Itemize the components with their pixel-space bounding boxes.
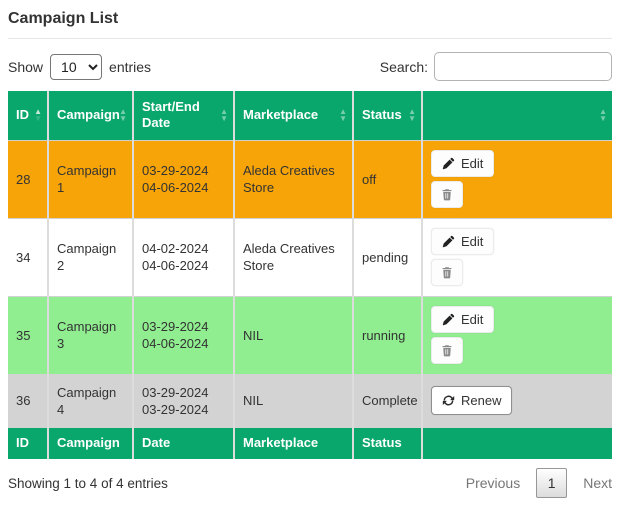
cell-status: off xyxy=(353,140,423,219)
cell-marketplace: Aleda Creatives Store xyxy=(234,140,354,219)
cell-dates: 03-29-2024 04-06-2024 xyxy=(133,296,235,375)
trash-icon xyxy=(442,189,452,201)
cell-actions: Edit xyxy=(422,140,612,219)
sort-both-icon: ▲ ▼ xyxy=(220,107,228,124)
column-header-marketplace[interactable]: Marketplace ▲ ▼ xyxy=(234,91,354,141)
trash-icon xyxy=(442,345,452,357)
campaign-table: ID ▲ ▼ Campaign ▲ ▼ Start/End Date ▲ ▼ Mark… xyxy=(8,91,612,459)
cell-campaign: Campaign 2 xyxy=(48,218,134,297)
sort-both-icon: ▲ ▼ xyxy=(408,107,416,124)
footer-column-date: Date xyxy=(133,427,235,459)
refresh-icon xyxy=(442,395,455,406)
table-row: 28 Campaign 1 03-29-2024 04-06-2024 Aled… xyxy=(8,140,612,219)
cell-marketplace: NIL xyxy=(234,296,354,375)
trash-icon xyxy=(442,267,452,279)
footer-column-marketplace: Marketplace xyxy=(234,427,354,459)
start-date: 03-29-2024 xyxy=(142,384,209,400)
cell-id: 28 xyxy=(8,140,49,219)
footer-column-actions xyxy=(422,427,612,459)
title-divider xyxy=(8,38,612,39)
sort-both-icon: ▲ ▼ xyxy=(599,107,607,124)
page-length-select[interactable]: 10 xyxy=(50,53,103,80)
table-footer-header: ID Campaign Date Marketplace Status xyxy=(8,427,612,459)
cell-marketplace: NIL xyxy=(234,374,354,428)
pencil-icon xyxy=(442,313,455,326)
cell-id: 36 xyxy=(8,374,49,428)
table-row: 35 Campaign 3 03-29-2024 04-06-2024 NIL … xyxy=(8,296,612,375)
entries-info: Showing 1 to 4 of 4 entries xyxy=(8,475,168,491)
edit-button[interactable]: Edit xyxy=(431,228,495,255)
cell-campaign: Campaign 4 xyxy=(48,374,134,428)
table-info-bar: Showing 1 to 4 of 4 entries Previous 1 N… xyxy=(8,468,612,498)
start-date: 04-02-2024 xyxy=(142,241,209,256)
search-input[interactable] xyxy=(434,52,612,81)
cell-campaign: Campaign 1 xyxy=(48,140,134,219)
cell-dates: 03-29-2024 04-06-2024 xyxy=(133,140,235,219)
page-length-control: Show 10 entries xyxy=(8,53,152,80)
search-control: Search: xyxy=(380,52,612,81)
sort-asc-icon: ▲ ▼ xyxy=(34,107,42,124)
cell-id: 34 xyxy=(8,218,49,297)
renew-button[interactable]: Renew xyxy=(431,386,513,415)
table-row: 36 Campaign 4 03-29-2024 03-29-2024 NIL … xyxy=(8,374,612,428)
footer-column-status: Status xyxy=(353,427,423,459)
column-header-date[interactable]: Start/End Date ▲ ▼ xyxy=(133,91,235,141)
pencil-icon xyxy=(442,157,455,170)
pagination: Previous 1 Next xyxy=(466,468,612,498)
cell-actions: Edit xyxy=(422,296,612,375)
delete-button[interactable] xyxy=(431,337,463,364)
edit-button[interactable]: Edit xyxy=(431,150,495,177)
delete-button[interactable] xyxy=(431,259,463,286)
column-header-id[interactable]: ID ▲ ▼ xyxy=(8,91,49,141)
end-date: 04-06-2024 xyxy=(142,180,209,195)
page-number-button[interactable]: 1 xyxy=(536,468,568,498)
cell-status: running xyxy=(353,296,423,375)
footer-column-id: ID xyxy=(8,427,49,459)
column-header-status[interactable]: Status ▲ ▼ xyxy=(353,91,423,141)
start-date: 03-29-2024 xyxy=(142,163,209,178)
cell-actions: Edit xyxy=(422,218,612,297)
sort-both-icon: ▲ ▼ xyxy=(119,107,127,124)
previous-page-button[interactable]: Previous xyxy=(465,475,521,491)
search-label: Search: xyxy=(379,58,428,75)
entries-label: entries xyxy=(109,58,152,75)
cell-actions: Renew xyxy=(422,374,612,428)
next-page-button[interactable]: Next xyxy=(583,475,612,491)
cell-status: pending xyxy=(353,218,423,297)
footer-column-campaign: Campaign xyxy=(48,427,134,459)
cell-campaign: Campaign 3 xyxy=(48,296,134,375)
start-date: 03-29-2024 xyxy=(142,319,209,334)
table-row: 34 Campaign 2 04-02-2024 04-06-2024 Aled… xyxy=(8,218,612,297)
column-header-campaign[interactable]: Campaign ▲ ▼ xyxy=(48,91,134,141)
pencil-icon xyxy=(442,235,455,248)
end-date: 04-06-2024 xyxy=(142,258,209,273)
cell-dates: 04-02-2024 04-06-2024 xyxy=(133,218,235,297)
column-header-actions[interactable]: ▲ ▼ xyxy=(422,91,612,141)
sort-both-icon: ▲ ▼ xyxy=(339,107,347,124)
page-title: Campaign List xyxy=(8,10,119,27)
table-body: 28 Campaign 1 03-29-2024 04-06-2024 Aled… xyxy=(8,140,612,428)
table-header: ID ▲ ▼ Campaign ▲ ▼ Start/End Date ▲ ▼ Mark… xyxy=(8,91,612,141)
end-date: 03-29-2024 xyxy=(142,401,209,417)
cell-dates: 03-29-2024 03-29-2024 xyxy=(133,374,235,428)
cell-status: Complete xyxy=(353,374,423,428)
cell-marketplace: Aleda Creatives Store xyxy=(234,218,354,297)
delete-button[interactable] xyxy=(431,181,463,208)
edit-button[interactable]: Edit xyxy=(431,306,495,333)
table-controls: Show 10 entries Search: xyxy=(8,52,612,81)
end-date: 04-06-2024 xyxy=(142,336,209,351)
show-label: Show xyxy=(8,58,44,75)
cell-id: 35 xyxy=(8,296,49,375)
